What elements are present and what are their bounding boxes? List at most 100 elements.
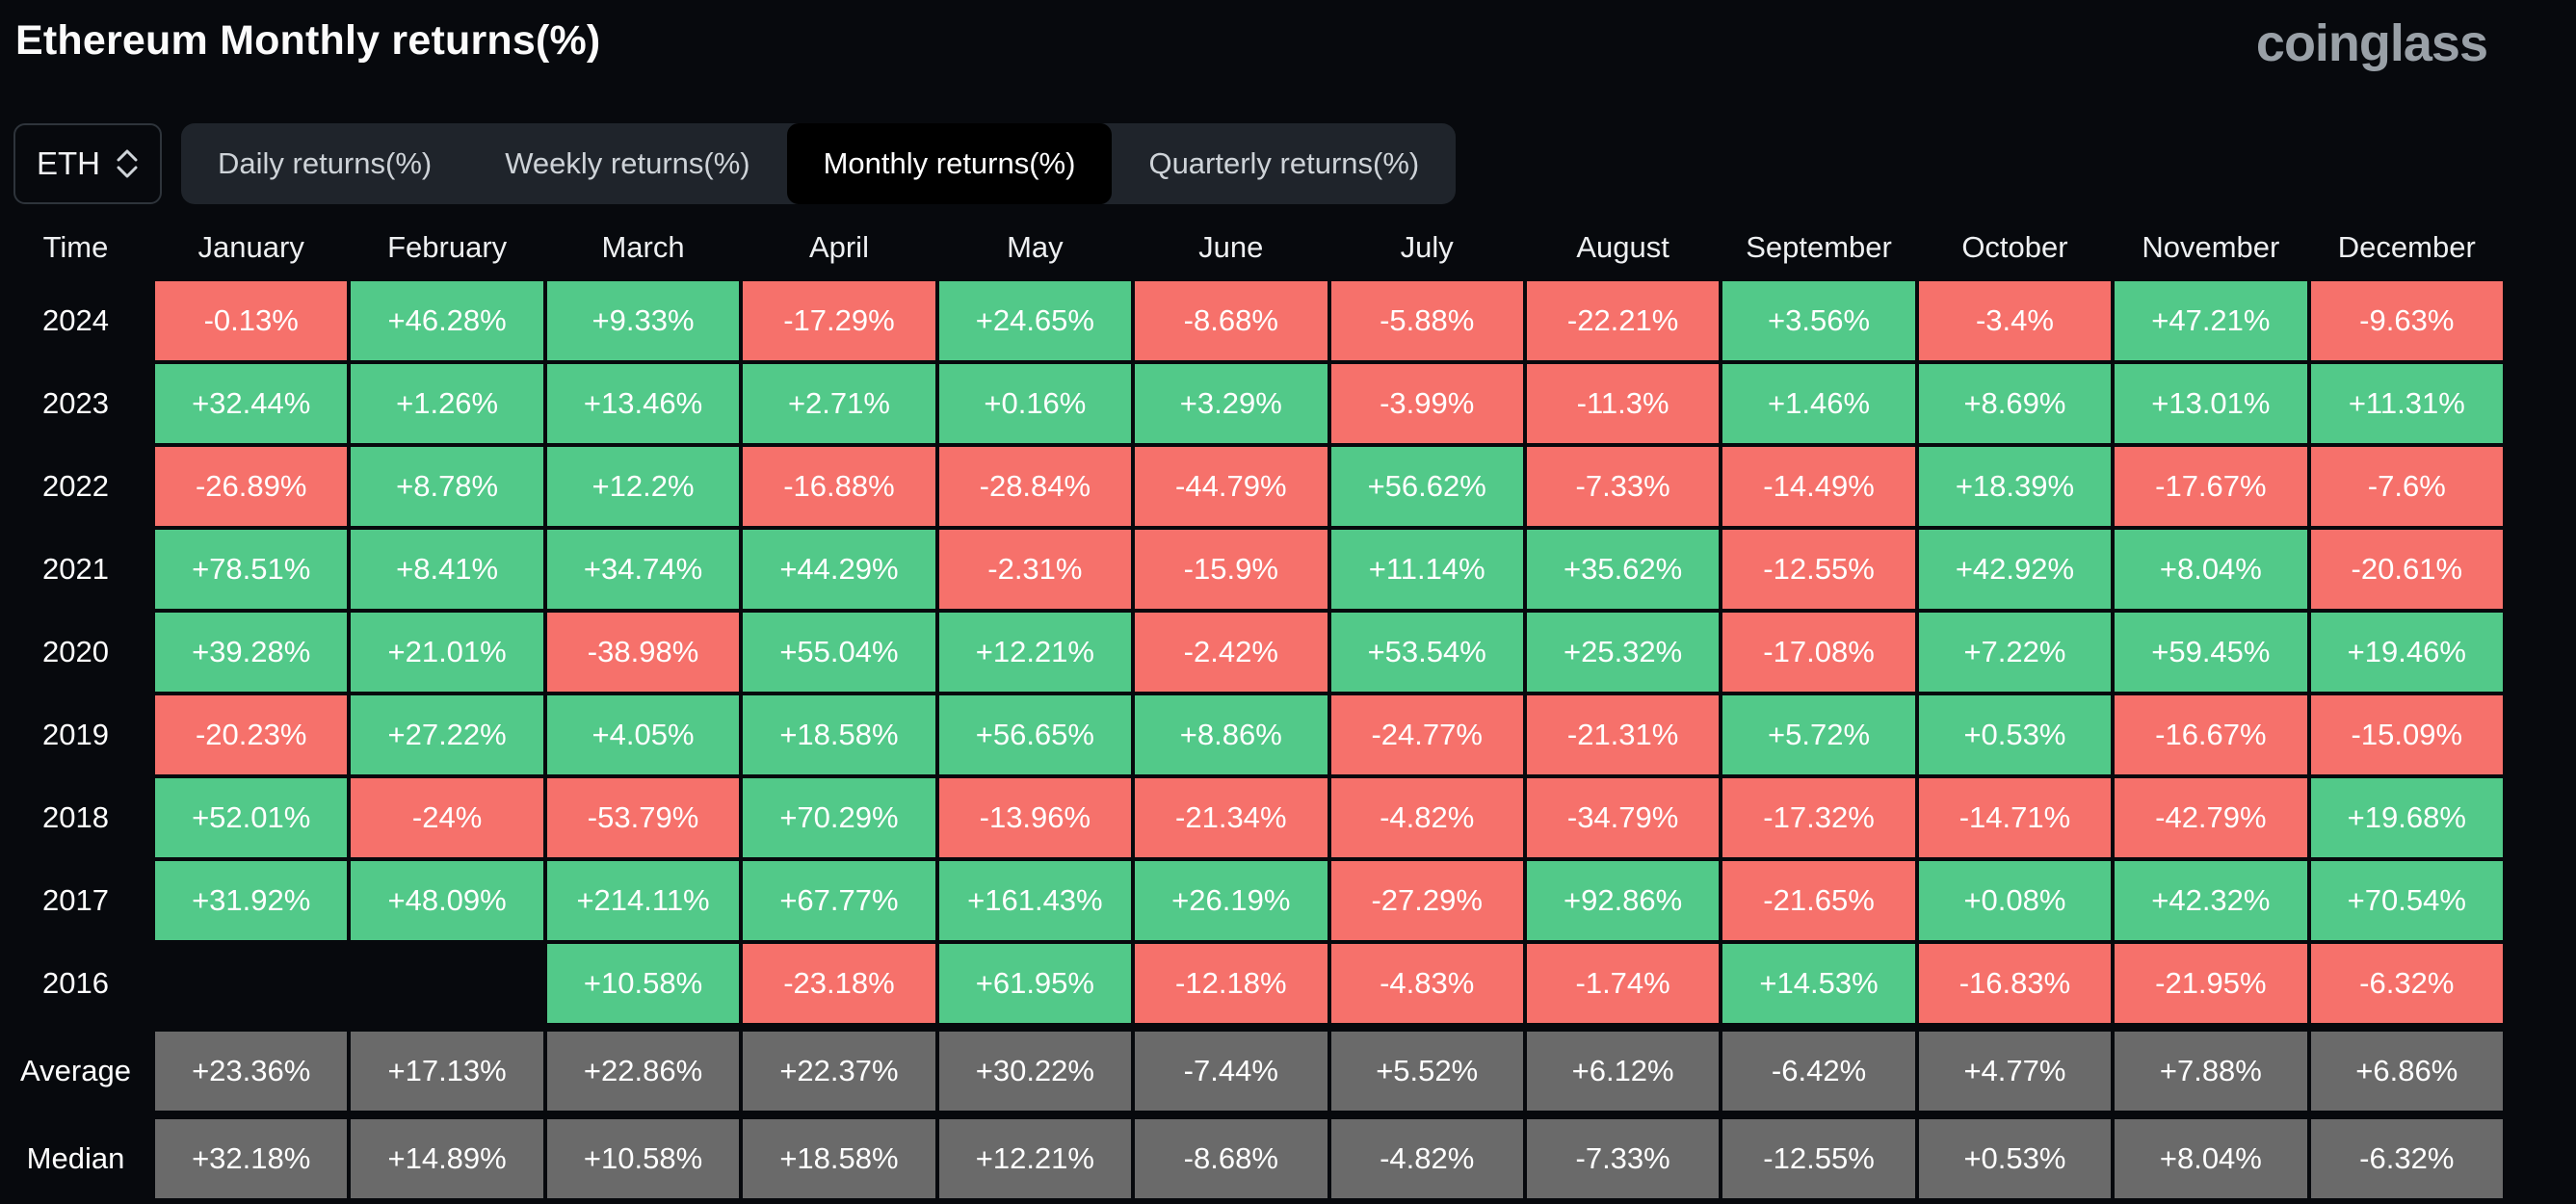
month-column-header: June — [1198, 230, 1264, 264]
month-column-header: August — [1576, 230, 1669, 264]
return-cell: +35.62% — [1526, 530, 1720, 609]
summary-cell: +6.86% — [2310, 1032, 2503, 1111]
tab-weekly-returns[interactable]: Weekly returns(%) — [468, 123, 786, 204]
return-cell: -21.34% — [1135, 778, 1327, 857]
return-cell: +70.29% — [743, 778, 935, 857]
return-cell: +0.16% — [938, 364, 1132, 443]
year-row-label: 2020 — [42, 635, 109, 668]
return-cell: +19.46% — [2310, 613, 2503, 692]
return-cell: -23.18% — [743, 944, 935, 1023]
return-cell: +11.14% — [1330, 530, 1523, 609]
month-column-header: March — [601, 230, 685, 264]
summary-cell: -7.44% — [1135, 1032, 1327, 1111]
page-title: Ethereum Monthly returns(%) — [15, 17, 601, 64]
return-cell: +18.58% — [743, 695, 935, 774]
return-cell: +27.22% — [351, 695, 543, 774]
year-row-label: 2016 — [42, 966, 109, 1000]
return-cell: +1.26% — [351, 364, 543, 443]
return-cell: -21.31% — [1526, 695, 1720, 774]
return-cell: -17.08% — [1722, 613, 1915, 692]
return-cell: -8.68% — [1135, 281, 1327, 360]
return-cell: +56.62% — [1330, 447, 1523, 526]
summary-cell: -7.33% — [1526, 1119, 1720, 1198]
tab-quarterly-returns[interactable]: Quarterly returns(%) — [1112, 123, 1456, 204]
year-row-label: 2019 — [42, 718, 109, 751]
symbol-select-value: ETH — [37, 145, 100, 181]
return-cell: -28.84% — [938, 447, 1132, 526]
return-cell: -12.55% — [1722, 530, 1915, 609]
return-cell: -6.32% — [2310, 944, 2503, 1023]
return-cell: +13.01% — [2115, 364, 2307, 443]
return-cell: +19.68% — [2310, 778, 2503, 857]
month-column-header: December — [2337, 230, 2476, 264]
summary-cell: +14.89% — [351, 1119, 543, 1198]
tab-daily-returns[interactable]: Daily returns(%) — [181, 123, 468, 204]
return-cell: -14.49% — [1722, 447, 1915, 526]
topbar: Ethereum Monthly returns(%) coinglass — [0, 0, 2576, 69]
return-cell: -20.23% — [155, 695, 348, 774]
return-cell: -17.67% — [2115, 447, 2307, 526]
return-cell: -38.98% — [546, 613, 740, 692]
summary-cell: +32.18% — [155, 1119, 348, 1198]
return-cell: +14.53% — [1722, 944, 1915, 1023]
return-cell: +3.29% — [1135, 364, 1327, 443]
return-cell: -4.82% — [1330, 778, 1523, 857]
return-cell: -34.79% — [1526, 778, 1720, 857]
return-cell: -1.74% — [1526, 944, 1720, 1023]
return-cell: +39.28% — [155, 613, 348, 692]
year-row-label: 2022 — [42, 469, 109, 503]
return-cell: +7.22% — [1918, 613, 2112, 692]
return-cell: +11.31% — [2310, 364, 2503, 443]
return-cell: +52.01% — [155, 778, 348, 857]
return-cell: +44.29% — [743, 530, 935, 609]
summary-cell: +12.21% — [938, 1119, 1132, 1198]
return-cell: -3.4% — [1918, 281, 2112, 360]
summary-table: Average +23.36% +17.13% +22.86% +22.37% +30.2… — [0, 1032, 2503, 1198]
return-cell: +161.43% — [938, 861, 1132, 940]
return-cell: -24% — [351, 778, 543, 857]
return-cell: +1.46% — [1722, 364, 1915, 443]
return-cell: +34.74% — [546, 530, 740, 609]
year-row-label: 2017 — [42, 883, 109, 917]
return-cell: +21.01% — [351, 613, 543, 692]
return-cell: -13.96% — [938, 778, 1132, 857]
return-cell: -14.71% — [1918, 778, 2112, 857]
return-cell: +3.56% — [1722, 281, 1915, 360]
return-cell: -12.18% — [1135, 944, 1327, 1023]
symbol-select[interactable]: ETH — [13, 123, 162, 204]
return-cell: +32.44% — [155, 364, 348, 443]
return-cell: +4.05% — [546, 695, 740, 774]
return-cell: -17.32% — [1722, 778, 1915, 857]
month-column-header: July — [1400, 230, 1454, 264]
return-cell: -21.65% — [1722, 861, 1915, 940]
month-column-header: January — [197, 230, 304, 264]
return-cell: +8.41% — [351, 530, 543, 609]
month-column-header: February — [387, 230, 508, 264]
year-row-label: 2024 — [42, 303, 109, 337]
return-cell: +78.51% — [155, 530, 348, 609]
return-cell: -15.9% — [1135, 530, 1327, 609]
summary-cell: +5.52% — [1330, 1032, 1523, 1111]
return-cell: +70.54% — [2310, 861, 2503, 940]
summary-cell: +23.36% — [155, 1032, 348, 1111]
summary-row-label: Median — [26, 1141, 125, 1175]
return-cell: +55.04% — [743, 613, 935, 692]
return-cell: +67.77% — [743, 861, 935, 940]
return-cell: +56.65% — [938, 695, 1132, 774]
year-row-label: 2023 — [42, 386, 109, 420]
return-cell: -17.29% — [743, 281, 935, 360]
return-cell: -44.79% — [1135, 447, 1327, 526]
return-cell: +0.08% — [1918, 861, 2112, 940]
tab-monthly-returns[interactable]: Monthly returns(%) — [786, 123, 1113, 204]
return-cell: -2.31% — [938, 530, 1132, 609]
summary-cell: +17.13% — [351, 1032, 543, 1111]
time-column-header: Time — [42, 230, 109, 264]
return-cell: +61.95% — [938, 944, 1132, 1023]
summary-cell: +0.53% — [1918, 1119, 2112, 1198]
return-cell: +2.71% — [743, 364, 935, 443]
summary-cell: +8.04% — [2115, 1119, 2307, 1198]
return-cell: -4.83% — [1330, 944, 1523, 1023]
month-column-header: November — [2142, 230, 2280, 264]
return-cell: +46.28% — [351, 281, 543, 360]
return-cell: -20.61% — [2310, 530, 2503, 609]
